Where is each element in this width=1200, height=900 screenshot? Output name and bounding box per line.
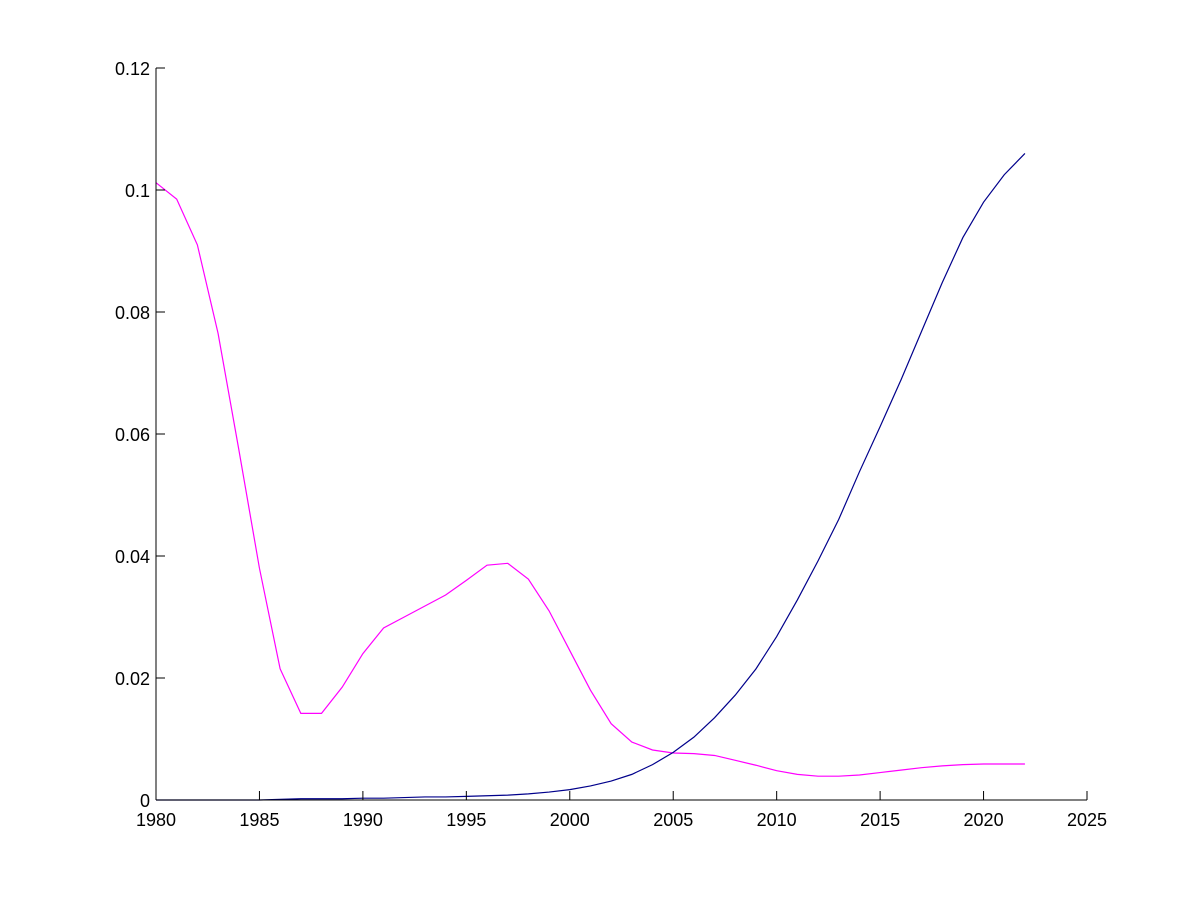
y-ticks: 0 0.02 0.04 0.06 0.08 0.1 0.12 <box>115 59 165 811</box>
x-tick-label: 1980 <box>136 810 176 830</box>
x-tick-label: 2025 <box>1067 810 1107 830</box>
x-tick-label: 1995 <box>446 810 486 830</box>
x-tick-label: 2020 <box>964 810 1004 830</box>
series-layer <box>155 152 1026 801</box>
y-tick-label: 0.1 <box>125 181 150 201</box>
x-tick-label: 2005 <box>653 810 693 830</box>
x-tick-label: 2010 <box>757 810 797 830</box>
y-tick-label: 0.06 <box>115 425 150 445</box>
y-tick-label: 0.12 <box>115 59 150 79</box>
x-tick-label: 2000 <box>550 810 590 830</box>
x-tick-label: 1990 <box>343 810 383 830</box>
x-tick-label: 2015 <box>860 810 900 830</box>
y-tick-label: 0.02 <box>115 669 150 689</box>
series-line-1 <box>155 182 1025 777</box>
y-tick-label: 0.08 <box>115 303 150 323</box>
series-line-2 <box>156 152 1026 801</box>
x-tick-label: 1985 <box>239 810 279 830</box>
y-tick-label: 0.04 <box>115 547 150 567</box>
y-tick-label: 0 <box>140 791 150 811</box>
x-ticks: 1980 1985 1990 1995 2000 2005 2010 2015 2020 2025 <box>136 791 1107 830</box>
